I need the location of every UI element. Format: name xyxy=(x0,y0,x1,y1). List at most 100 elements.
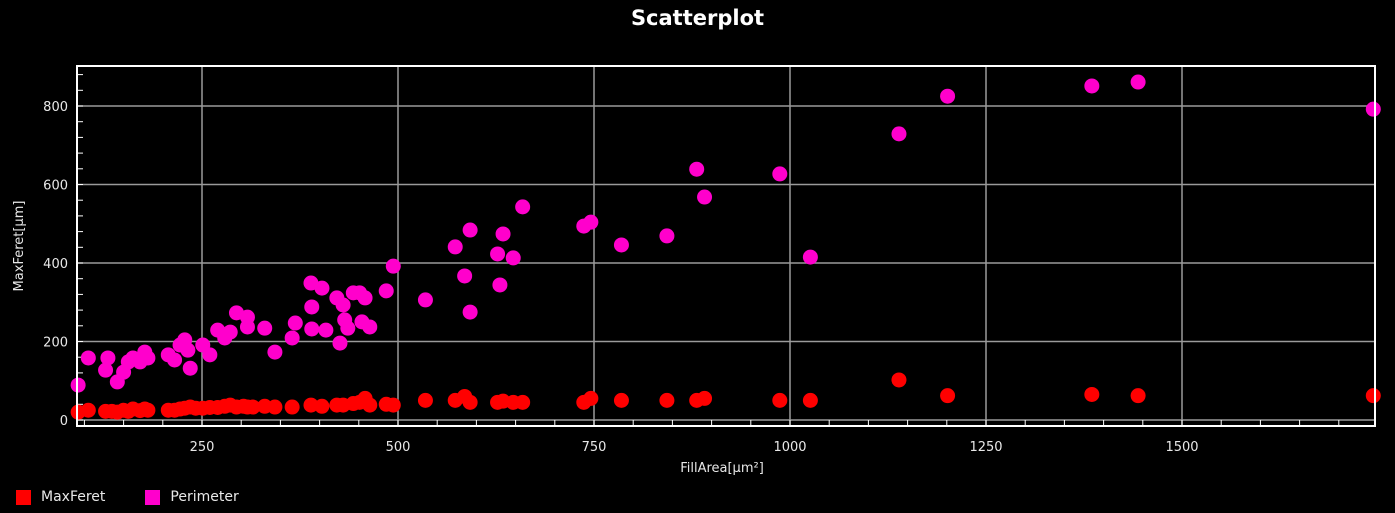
data-point xyxy=(1084,78,1100,94)
data-point xyxy=(659,228,675,244)
x-tick-label: 750 xyxy=(582,440,607,455)
data-point xyxy=(335,297,351,313)
data-point xyxy=(140,350,156,366)
data-point xyxy=(287,315,303,331)
data-point xyxy=(417,292,433,308)
data-point xyxy=(284,330,300,346)
data-point xyxy=(462,394,478,410)
data-point xyxy=(332,335,348,351)
data-point xyxy=(267,344,283,360)
data-point xyxy=(167,352,183,368)
data-point xyxy=(362,319,378,335)
legend-item-perimeter[interactable]: Perimeter xyxy=(145,489,239,505)
data-point xyxy=(492,277,508,293)
x-axis-label: FillArea[µm²] xyxy=(680,461,764,476)
data-point xyxy=(1130,388,1146,404)
y-tick-label: 0 xyxy=(60,414,68,429)
data-point xyxy=(689,161,705,177)
legend-label: Perimeter xyxy=(170,489,239,505)
data-point xyxy=(891,372,907,388)
data-point xyxy=(462,304,478,320)
tick-labels: 250 500 750 1000 1250 1500 0 200 400 600 800 xyxy=(43,100,1198,455)
data-point xyxy=(505,250,521,266)
series-maxferet xyxy=(70,372,1381,420)
data-point xyxy=(239,319,255,335)
x-tick-label: 1250 xyxy=(969,440,1002,455)
data-point xyxy=(314,280,330,296)
grid-lines xyxy=(77,66,1375,426)
data-point xyxy=(202,347,218,363)
data-point xyxy=(802,392,818,408)
data-point xyxy=(1365,101,1381,117)
data-point xyxy=(613,237,629,253)
data-point xyxy=(284,399,300,415)
x-tick-label: 250 xyxy=(190,440,215,455)
data-point xyxy=(802,249,818,265)
data-point xyxy=(245,399,261,415)
legend-item-maxferet[interactable]: MaxFeret xyxy=(16,489,105,505)
data-point xyxy=(1365,388,1381,404)
data-point xyxy=(318,322,334,338)
data-point xyxy=(357,290,373,306)
data-point xyxy=(304,299,320,315)
data-point xyxy=(80,402,96,418)
x-tick-label: 500 xyxy=(386,440,411,455)
data-point xyxy=(98,362,114,378)
y-axis-label: MaxFeret[µm] xyxy=(12,201,27,292)
y-tick-label: 600 xyxy=(43,179,68,194)
data-point xyxy=(180,342,196,358)
data-point xyxy=(697,390,713,406)
data-point xyxy=(314,398,330,414)
data-point xyxy=(182,360,198,376)
data-point xyxy=(490,246,506,262)
legend-swatch-maxferet xyxy=(16,489,31,505)
data-point xyxy=(447,239,463,255)
data-point xyxy=(267,399,283,415)
data-point xyxy=(515,394,531,410)
data-point xyxy=(385,258,401,274)
data-point xyxy=(495,226,511,242)
y-tick-label: 400 xyxy=(43,257,68,272)
chart-title: Scatterplot xyxy=(630,6,765,30)
data-point xyxy=(583,214,599,230)
data-point xyxy=(1130,74,1146,90)
data-point xyxy=(940,88,956,104)
data-point xyxy=(257,320,273,336)
legend: MaxFeret Perimeter xyxy=(16,489,239,505)
data-point xyxy=(140,402,156,418)
data-point xyxy=(515,199,531,215)
data-point xyxy=(340,320,356,336)
plot-frame xyxy=(76,65,1376,427)
data-point xyxy=(659,392,675,408)
data-point xyxy=(772,166,788,182)
data-point xyxy=(457,268,473,284)
data-point xyxy=(1084,386,1100,402)
data-point xyxy=(891,126,907,142)
data-point xyxy=(940,388,956,404)
legend-swatch-perimeter xyxy=(145,489,161,505)
x-tick-label: 1500 xyxy=(1165,440,1198,455)
data-point xyxy=(385,397,401,413)
data-point xyxy=(772,392,788,408)
data-point xyxy=(362,397,378,413)
data-point xyxy=(697,189,713,205)
y-tick-label: 200 xyxy=(43,336,68,351)
y-tick-label: 800 xyxy=(43,100,68,115)
data-point xyxy=(378,283,394,299)
data-point xyxy=(613,392,629,408)
series-perimeter xyxy=(70,74,1381,393)
data-points xyxy=(70,74,1381,420)
data-point xyxy=(100,350,116,366)
x-tick-label: 1000 xyxy=(773,440,806,455)
minor-ticks xyxy=(77,74,1340,426)
data-point xyxy=(583,390,599,406)
data-point xyxy=(303,397,319,413)
data-point xyxy=(222,324,238,340)
data-point xyxy=(80,350,96,366)
data-point xyxy=(417,392,433,408)
data-point xyxy=(70,377,86,393)
data-point xyxy=(462,222,478,238)
legend-label: MaxFeret xyxy=(41,489,106,505)
data-point xyxy=(304,321,320,337)
